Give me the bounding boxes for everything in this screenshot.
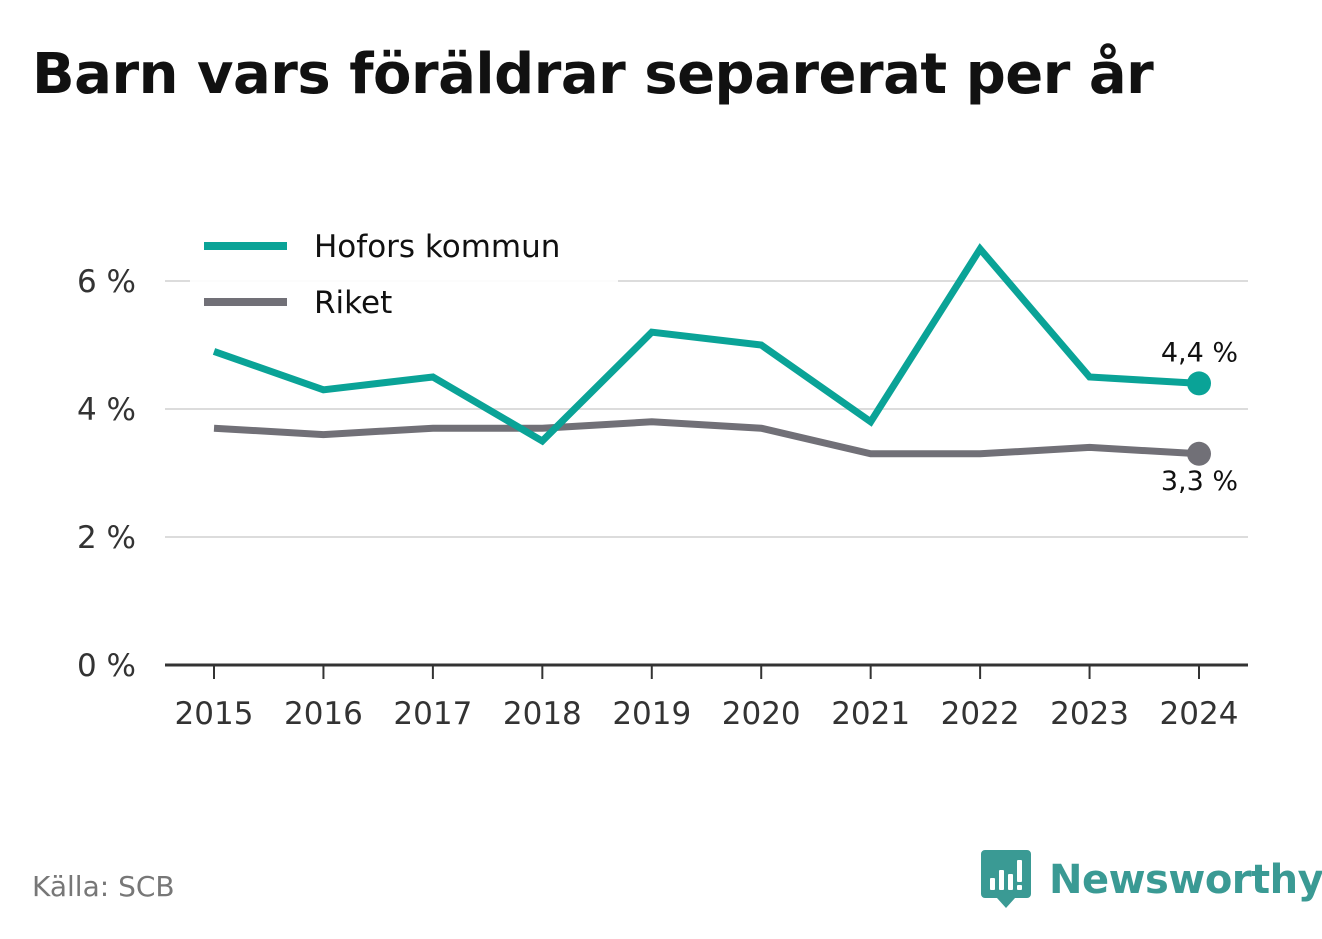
- line-chart: 0 % 2 % 4 % 6 % 2015 2016 2017 2018 2019 2020 202…: [76, 222, 1248, 732]
- end-value-label: 4,4 %: [1161, 337, 1238, 368]
- x-tick-label: 2021: [831, 696, 910, 732]
- y-tick-label: 4 %: [77, 392, 136, 428]
- series-lines: [212, 243, 1211, 466]
- x-tick-label: 2024: [1160, 696, 1239, 732]
- x-tick-label: 2015: [175, 696, 254, 732]
- brand-logo: Newsworthy: [981, 850, 1322, 910]
- x-tick-label: 2022: [941, 696, 1020, 732]
- x-tick-label: 2016: [284, 696, 363, 732]
- series-line-hofors-kommun: [212, 243, 1200, 446]
- x-tick-label: 2020: [722, 696, 801, 732]
- y-tick-label: 6 %: [77, 264, 136, 300]
- y-axis: 0 % 2 % 4 % 6 %: [77, 264, 136, 684]
- end-value-labels: 4,4 % 3,3 %: [1161, 337, 1238, 496]
- x-tick-label: 2019: [612, 696, 691, 732]
- chart-title: Barn vars föräldrar separerat per år: [32, 42, 1154, 107]
- x-tick-label: 2018: [503, 696, 582, 732]
- y-tick-label: 2 %: [77, 520, 136, 556]
- legend: Hofors kommun Riket: [190, 222, 618, 326]
- x-tick-label: 2023: [1050, 696, 1129, 732]
- legend-label: Riket: [314, 285, 392, 321]
- legend-background: [190, 222, 618, 326]
- series-end-point: [1187, 441, 1211, 466]
- end-value-label: 3,3 %: [1161, 466, 1238, 497]
- brand-name: Newsworthy: [1049, 857, 1322, 903]
- x-tick-label: 2017: [393, 696, 472, 732]
- x-axis: 2015 2016 2017 2018 2019 2020 2021 2022 2023 2024: [165, 663, 1248, 732]
- y-tick-label: 0 %: [77, 648, 136, 684]
- legend-label: Hofors kommun: [314, 229, 560, 265]
- series-end-point: [1187, 371, 1211, 396]
- series-line-riket: [213, 418, 1200, 458]
- source-note: Källa: SCB: [32, 870, 175, 903]
- newsworthy-logo-icon: [981, 850, 1031, 908]
